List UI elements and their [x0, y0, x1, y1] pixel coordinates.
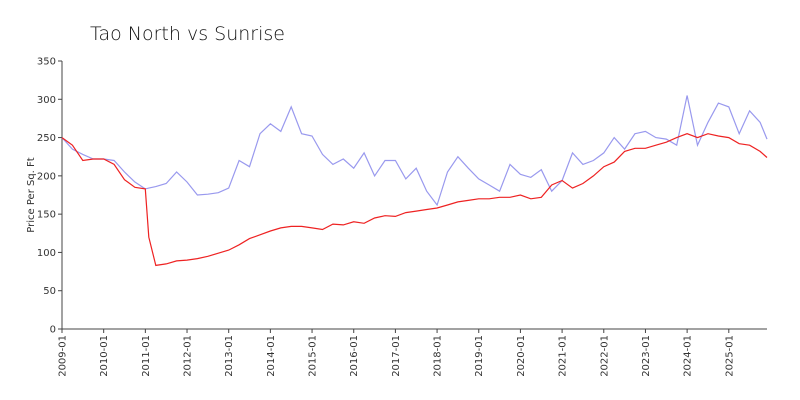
chart-title: Tao North vs Sunrise — [90, 23, 285, 45]
y-tick-label: 350 — [37, 57, 56, 68]
y-tick-label: 250 — [37, 133, 56, 144]
series-line — [61, 95, 768, 207]
y-tick-label: 200 — [37, 171, 56, 182]
x-tick-label: 2021-01 — [558, 335, 569, 377]
x-tick-label: 2025-01 — [724, 335, 735, 377]
x-tick-label: 2017-01 — [391, 335, 402, 377]
x-tick-label: 2014-01 — [266, 335, 277, 377]
y-tick-label: 150 — [37, 210, 56, 221]
x-tick-label: 2018-01 — [433, 335, 444, 377]
y-tick-label: 300 — [37, 95, 56, 106]
x-tick-label: 2015-01 — [308, 335, 319, 377]
x-tick-label: 2009-01 — [58, 335, 69, 377]
x-tick-label: 2024-01 — [683, 335, 694, 377]
x-tick-label: 2012-01 — [183, 335, 194, 377]
y-axis-label: Price Per Sq. Ft — [26, 157, 37, 232]
x-tick-label: 2011-01 — [141, 335, 152, 377]
x-tick-label: 2022-01 — [599, 335, 610, 377]
y-tick-label: 0 — [50, 325, 56, 336]
x-tick-label: 2013-01 — [224, 335, 235, 377]
y-tick-label: 100 — [37, 248, 56, 259]
y-tick-label: 50 — [43, 286, 56, 297]
x-tick-label: 2019-01 — [474, 335, 485, 377]
series-line — [61, 133, 768, 267]
x-tick-label: 2023-01 — [641, 335, 652, 377]
x-tick-label: 2020-01 — [516, 335, 527, 377]
x-tick-label: 2010-01 — [99, 335, 110, 377]
x-tick-label: 2016-01 — [349, 335, 360, 377]
